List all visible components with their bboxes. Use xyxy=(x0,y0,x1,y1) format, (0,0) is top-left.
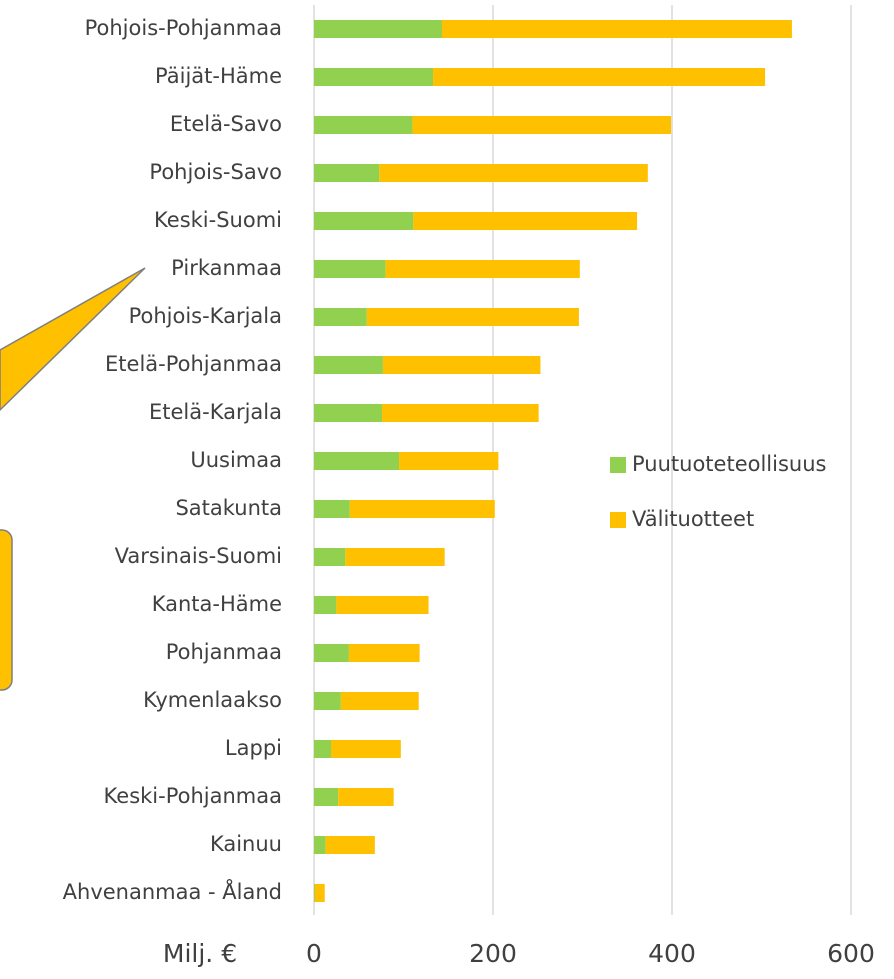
bar-segment xyxy=(366,308,579,326)
y-tick-label: Pirkanmaa xyxy=(171,256,282,280)
legend-label: Puutuoteteollisuus xyxy=(632,452,826,476)
bar-segment xyxy=(433,68,766,86)
y-tick-label: Kymenlaakso xyxy=(143,688,282,712)
bar-segment xyxy=(314,644,349,662)
y-tick-label: Pohjois-Savo xyxy=(149,160,282,184)
bar-segment xyxy=(314,596,337,614)
y-tick-label: Päijät-Häme xyxy=(155,64,282,88)
bar-segment xyxy=(349,500,495,518)
bar-segment xyxy=(314,116,413,134)
legend-label: Välituotteet xyxy=(632,507,754,531)
x-axis-label: Milj. € xyxy=(163,939,237,968)
x-tick-label: 0 xyxy=(306,939,322,968)
y-tick-label: Uusimaa xyxy=(190,448,282,472)
bar-segment xyxy=(314,740,332,758)
bar-segment xyxy=(314,212,414,230)
bar-segment xyxy=(314,548,346,566)
bar-segment xyxy=(331,740,401,758)
bar-segment xyxy=(314,260,386,278)
y-tick-label: Keski-Pohjanmaa xyxy=(104,784,282,808)
bar-segment xyxy=(412,116,672,134)
bar-segment xyxy=(399,452,499,470)
callout-pointer xyxy=(0,267,146,412)
y-tick-label: Etelä-Savo xyxy=(170,112,282,136)
y-tick-label: Kanta-Häme xyxy=(152,592,282,616)
y-tick-label: Varsinais-Suomi xyxy=(115,544,282,568)
bar-segment xyxy=(314,836,326,854)
bar-segment xyxy=(314,404,383,422)
x-tick-label: 600 xyxy=(827,939,875,968)
callout-box xyxy=(0,529,13,691)
bar-segment xyxy=(340,692,419,710)
y-tick-label: Pohjois-Pohjanmaa xyxy=(85,16,282,40)
bar-segment xyxy=(314,308,367,326)
x-tick-label: 400 xyxy=(648,939,696,968)
bar-segment xyxy=(314,884,325,902)
y-tick-label: Pohjanmaa xyxy=(166,640,282,664)
y-tick-label: Kainuu xyxy=(210,832,282,856)
bar-segment xyxy=(325,836,375,854)
y-tick-label: Keski-Suomi xyxy=(154,208,282,232)
bar-segment xyxy=(441,20,792,38)
y-tick-label: Satakunta xyxy=(175,496,282,520)
bar-segment xyxy=(314,788,339,806)
x-tick-label: 200 xyxy=(469,939,517,968)
bar-segment xyxy=(336,596,429,614)
bar-segment xyxy=(382,404,539,422)
y-tick-label: Ahvenanmaa - Åland xyxy=(63,878,282,904)
bar-segment xyxy=(413,212,638,230)
bar-segment xyxy=(385,260,580,278)
y-tick-label: Pohjois-Karjala xyxy=(129,304,282,328)
y-tick-label: Etelä-Pohjanmaa xyxy=(105,352,282,376)
bar-segment xyxy=(314,884,315,902)
y-tick-label: Etelä-Karjala xyxy=(149,400,282,424)
bar-segment xyxy=(338,788,394,806)
bar-segment xyxy=(348,644,420,662)
bar-segment xyxy=(314,500,350,518)
bar-segment xyxy=(314,68,434,86)
bar-segment xyxy=(314,20,442,38)
y-tick-label: Lappi xyxy=(225,736,282,760)
bar-segment xyxy=(314,452,400,470)
bar-segment xyxy=(314,356,383,374)
legend-swatch xyxy=(610,457,626,473)
bar-segment xyxy=(345,548,445,566)
legend-swatch xyxy=(610,512,626,528)
bar-segment xyxy=(379,164,648,182)
bar-segment xyxy=(314,164,380,182)
bar-segment xyxy=(382,356,541,374)
bar-segment xyxy=(314,692,341,710)
